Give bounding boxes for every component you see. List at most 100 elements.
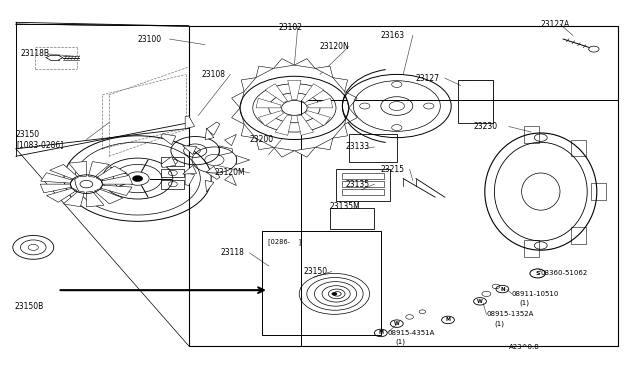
Polygon shape (273, 147, 294, 157)
Polygon shape (161, 157, 176, 167)
Polygon shape (236, 155, 250, 164)
Text: 23118B: 23118B (20, 49, 49, 58)
Text: 23118: 23118 (221, 248, 244, 257)
Bar (524, 240, 540, 257)
Bar (161, 157, 184, 166)
Polygon shape (273, 59, 294, 68)
Bar (330, 208, 374, 229)
Text: W: W (394, 321, 399, 326)
Text: 23102: 23102 (278, 23, 302, 32)
Bar (458, 80, 493, 123)
Text: (1): (1) (520, 300, 530, 307)
Bar (161, 180, 184, 189)
Bar (336, 169, 390, 201)
Polygon shape (68, 161, 86, 177)
Polygon shape (256, 138, 273, 150)
Polygon shape (185, 116, 195, 129)
Bar (570, 227, 586, 244)
Circle shape (589, 46, 599, 52)
Polygon shape (241, 78, 256, 92)
Text: W: W (477, 299, 483, 304)
Polygon shape (256, 66, 273, 78)
Polygon shape (345, 92, 357, 108)
Polygon shape (259, 111, 284, 126)
Text: 23120N: 23120N (320, 42, 349, 51)
Bar (591, 183, 606, 200)
Polygon shape (294, 147, 316, 157)
Text: 23135M: 23135M (330, 202, 360, 211)
Polygon shape (232, 108, 244, 124)
Polygon shape (40, 184, 72, 193)
Polygon shape (95, 189, 123, 204)
Bar (349, 134, 397, 162)
Text: 23120M: 23120M (214, 169, 245, 177)
Text: 23150: 23150 (304, 267, 328, 276)
Polygon shape (219, 146, 232, 155)
Text: 23215: 23215 (381, 165, 404, 174)
Text: 23200: 23200 (250, 135, 274, 144)
Circle shape (132, 176, 143, 182)
Polygon shape (63, 191, 84, 207)
Text: (1): (1) (395, 339, 405, 346)
Polygon shape (225, 134, 236, 145)
Polygon shape (86, 192, 104, 207)
Polygon shape (241, 124, 256, 138)
Polygon shape (305, 111, 330, 126)
Text: [0286-    ]: [0286- ] (268, 238, 301, 245)
Text: 23150B: 23150B (14, 302, 44, 311)
Bar (189, 26, 618, 346)
Polygon shape (232, 92, 244, 108)
Polygon shape (41, 173, 72, 183)
Text: S: S (535, 271, 540, 276)
Text: A23^0.8: A23^0.8 (509, 344, 540, 350)
Bar (301, 100, 618, 346)
Text: 23100: 23100 (138, 35, 162, 44)
Text: 23150
[1083-0286]: 23150 [1083-0286] (16, 130, 63, 149)
Polygon shape (275, 115, 292, 135)
Text: 23133: 23133 (346, 142, 370, 151)
Polygon shape (316, 138, 333, 150)
Bar (161, 169, 184, 177)
Polygon shape (47, 188, 77, 202)
Polygon shape (297, 115, 314, 135)
Polygon shape (185, 173, 195, 186)
Polygon shape (88, 161, 109, 177)
Polygon shape (100, 185, 132, 196)
Circle shape (332, 292, 337, 295)
Polygon shape (333, 124, 348, 138)
Bar (570, 140, 586, 156)
Polygon shape (345, 108, 357, 124)
Text: 23163: 23163 (381, 31, 405, 40)
Polygon shape (206, 122, 220, 135)
Polygon shape (205, 128, 214, 140)
Polygon shape (182, 166, 196, 174)
Text: M: M (378, 330, 383, 336)
Polygon shape (301, 84, 324, 103)
Text: M: M (445, 317, 451, 323)
Polygon shape (316, 66, 333, 78)
Text: 23230: 23230 (474, 122, 498, 131)
Polygon shape (96, 166, 126, 180)
Polygon shape (50, 164, 79, 179)
Text: 23108: 23108 (202, 70, 226, 79)
Polygon shape (265, 84, 287, 103)
Bar (262, 231, 381, 335)
Polygon shape (308, 98, 333, 108)
Text: 08915-4351A: 08915-4351A (387, 330, 435, 336)
Text: N: N (500, 286, 505, 292)
Text: 08360-51062: 08360-51062 (541, 270, 588, 276)
Polygon shape (205, 180, 214, 192)
Polygon shape (256, 98, 281, 108)
Polygon shape (225, 174, 236, 186)
Bar (342, 189, 384, 195)
Bar (342, 173, 384, 179)
Text: 23135: 23135 (346, 180, 370, 189)
Polygon shape (101, 176, 132, 184)
Text: (1): (1) (494, 320, 504, 327)
Text: 23127A: 23127A (541, 20, 570, 29)
Bar (524, 126, 540, 143)
Polygon shape (182, 146, 196, 154)
Polygon shape (294, 59, 316, 68)
Circle shape (80, 180, 93, 188)
Polygon shape (206, 166, 220, 179)
